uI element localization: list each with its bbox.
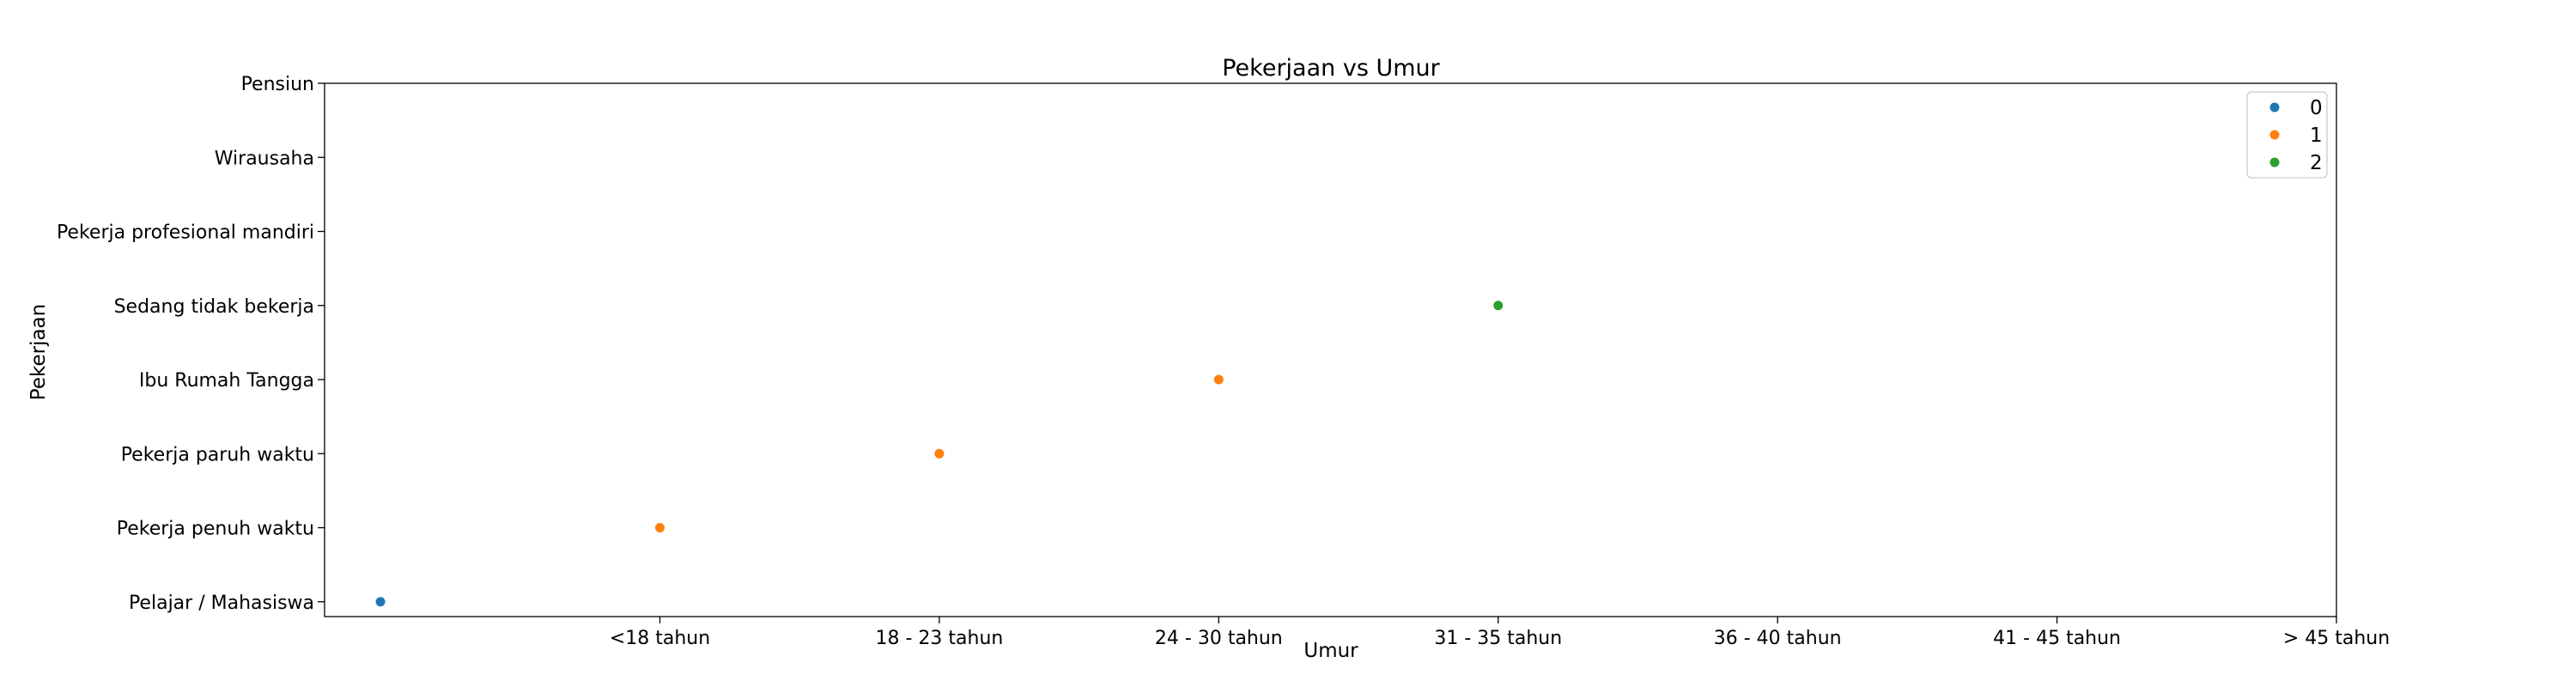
x-tick-label: 36 - 40 tahun xyxy=(1714,628,1842,649)
y-axis-label: Pekerjaan xyxy=(27,304,50,400)
x-axis: <18 tahun 18 - 23 tahun 24 - 30 tahun 31 - … xyxy=(610,617,2390,649)
x-tick-label: 18 - 23 tahun xyxy=(875,628,1003,649)
data-point-series-0 xyxy=(375,597,386,607)
scatter-points xyxy=(375,301,1504,607)
x-tick-label: 41 - 45 tahun xyxy=(1993,628,2121,649)
legend-marker xyxy=(2269,157,2280,167)
legend-label: 2 xyxy=(2310,152,2323,174)
data-point-series-2 xyxy=(1493,301,1504,311)
legend: 0 1 2 xyxy=(2246,91,2328,179)
x-axis-label: Umur xyxy=(1303,640,1358,662)
chart-title: Pekerjaan vs Umur xyxy=(1222,55,1440,82)
legend-box xyxy=(2246,91,2328,179)
y-tick-label: Pelajar / Mahasiswa xyxy=(129,593,314,614)
data-point-series-1 xyxy=(1213,374,1224,385)
data-point-series-1 xyxy=(655,523,665,532)
x-tick-label: > 45 tahun xyxy=(2283,628,2390,649)
x-tick-label: <18 tahun xyxy=(610,628,710,649)
legend-marker xyxy=(2269,130,2280,140)
plot-frame xyxy=(324,82,2337,617)
y-tick-label: Ibu Rumah Tangga xyxy=(139,370,314,392)
y-tick-label: Wirausaha xyxy=(215,148,314,169)
y-axis: Pelajar / Mahasiswa Pekerja penuh waktu Pe… xyxy=(57,74,325,614)
legend-label: 0 xyxy=(2310,97,2323,119)
legend-label: 1 xyxy=(2310,125,2323,147)
x-tick-label: 24 - 30 tahun xyxy=(1155,628,1283,649)
x-tick-label: 31 - 35 tahun xyxy=(1434,628,1562,649)
legend-marker xyxy=(2269,102,2280,112)
y-tick-label: Pekerja penuh waktu xyxy=(117,519,314,540)
y-tick-label: Pensiun xyxy=(241,74,314,95)
data-point-series-1 xyxy=(934,448,945,459)
y-tick-label: Pekerja profesional mandiri xyxy=(57,222,314,244)
y-tick-label: Pekerja paruh waktu xyxy=(121,444,314,465)
y-tick-label: Sedang tidak bekerja xyxy=(114,296,314,318)
